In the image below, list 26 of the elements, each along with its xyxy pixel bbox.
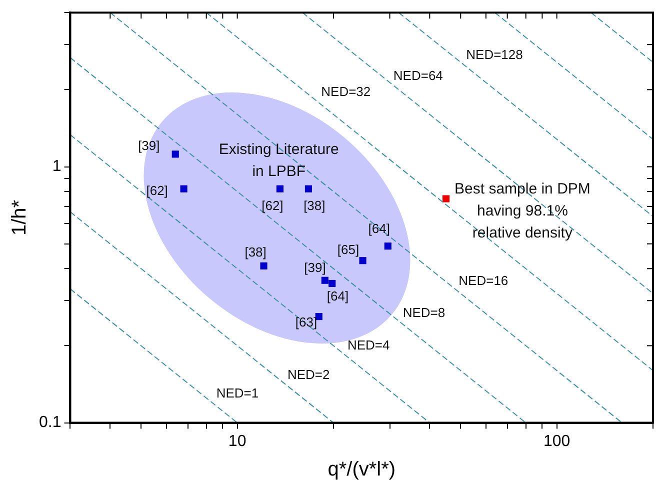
annotation: [62] bbox=[146, 183, 168, 198]
annotation: NED=4 bbox=[347, 337, 390, 352]
annotation: NED=1 bbox=[216, 385, 259, 400]
x-axis-title: q*/(v*l*) bbox=[328, 458, 396, 481]
annotation: NED=8 bbox=[402, 304, 446, 320]
annotation: Best sample in DPM having 98.1% relative density bbox=[454, 180, 590, 242]
y-tick-label: 0.1 bbox=[38, 414, 62, 432]
annotation: NED=16 bbox=[458, 272, 508, 288]
annotation: [64] bbox=[368, 220, 390, 236]
x-tick-label: 10 bbox=[228, 432, 246, 450]
annotation: [62] bbox=[262, 198, 284, 214]
annotation: NED=128 bbox=[466, 46, 523, 62]
x-tick-label: 100 bbox=[543, 432, 570, 450]
annotation: [64] bbox=[326, 288, 349, 304]
annotation: [65] bbox=[337, 242, 360, 258]
annotation: [63] bbox=[295, 314, 318, 330]
annotation: [39] bbox=[138, 138, 160, 153]
annotation: [39] bbox=[304, 260, 326, 276]
y-tick-label: 1 bbox=[52, 158, 62, 176]
annotation: NED=32 bbox=[321, 84, 371, 100]
annotation: NED=64 bbox=[393, 68, 443, 84]
annotation: NED=2 bbox=[287, 367, 330, 382]
annotation: Existing Literature in LPBF bbox=[218, 141, 339, 180]
y-axis-title: 1/h* bbox=[8, 200, 31, 236]
annotation: [38] bbox=[244, 244, 266, 260]
annotation: [38] bbox=[304, 198, 326, 214]
